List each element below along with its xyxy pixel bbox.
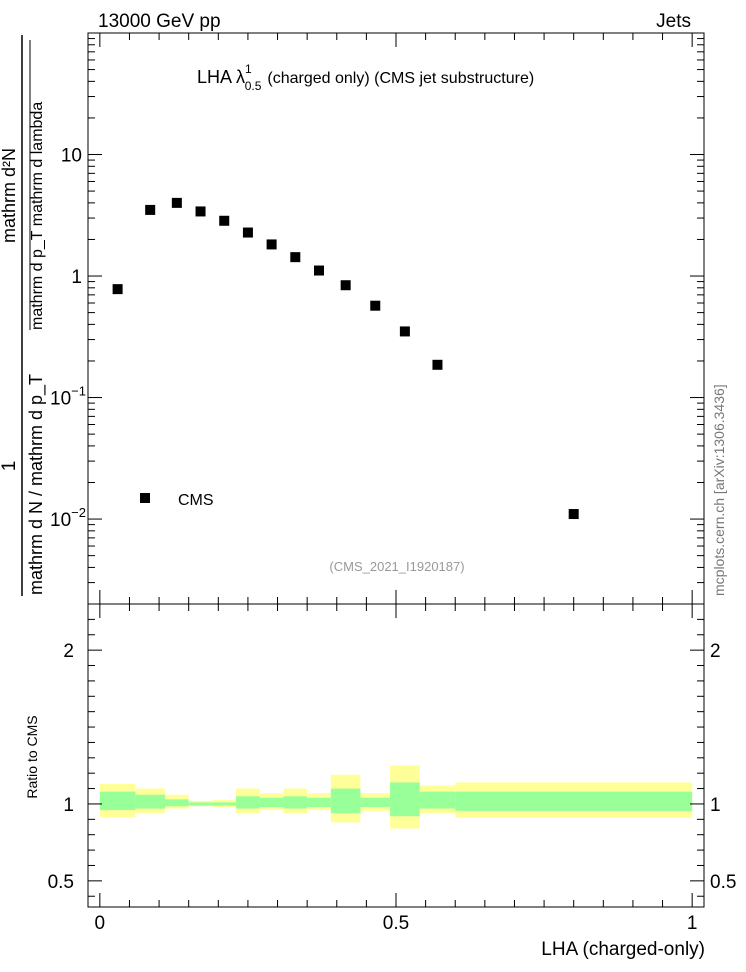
main-x-ticks [99, 33, 693, 604]
ratio-x-axis: 0 0.5 1 [95, 604, 698, 934]
ratio-x-tick-label: 1 [687, 913, 698, 934]
y-label-numerator-denominator: mathrm d p_T mathrm d lambda [29, 102, 46, 330]
tick-label-exponent: −1 [71, 384, 86, 399]
energy-label: 13000 GeV pp [98, 11, 221, 32]
title-subscript: 0.5 [245, 79, 262, 93]
analysis-id: (CMS_2021_I1920187) [329, 559, 464, 574]
uncertainty-band-inner [307, 797, 331, 808]
uncertainty-band-inner [455, 791, 693, 811]
side-credit: mcplots.cern.ch [arXiv:1306.3436] [711, 384, 727, 596]
y-label-fraction-one: 1 [0, 461, 20, 472]
ratio-y-tick-label: 1 [63, 795, 74, 816]
ratio-y-tick-label-right: 0.5 [710, 872, 736, 893]
ratio-panel: 0.5 0.51 12 2 0 0.5 1 Ratio to CMS LHA (charg… [24, 603, 736, 960]
data-point [219, 215, 230, 226]
y-label-denominator-text: mathrm d N / mathrm d p_T [26, 374, 47, 595]
uncertainty-band-inner [259, 797, 284, 808]
data-point [399, 326, 410, 337]
title-suffix: (charged only) (CMS jet substructure) [267, 70, 534, 87]
data-point [432, 359, 443, 370]
data-point [568, 509, 579, 520]
tick-label-exponent: −2 [71, 505, 86, 520]
main-y-tick-label: 10 [61, 146, 82, 167]
ratio-y-tick-label: 0.5 [48, 872, 74, 893]
uncertainty-band-inner [135, 794, 165, 809]
main-y-tick-label: 10−1 [50, 384, 86, 410]
uncertainty-band-inner [212, 802, 237, 806]
ratio-y-tick-label-right: 1 [710, 795, 721, 816]
data-point [242, 227, 253, 238]
main-y-tick-label: 10−2 [50, 505, 86, 531]
ratio-frame [87, 603, 705, 908]
x-axis-label: LHA (charged-only) [541, 939, 705, 960]
y-label-denominator: mathrm d N / mathrm d p_T [26, 374, 47, 595]
uncertainty-band-inner [188, 802, 213, 806]
ratio-x-tick-label: 0 [95, 913, 106, 934]
chart-title: LHA λ1 0.5 (charged only) (CMS jet substru… [197, 62, 534, 93]
uncertainty-band-inner [165, 799, 189, 807]
main-y-tick-label: 1 [71, 267, 82, 288]
data-point [145, 204, 156, 215]
title-superscript: 1 [245, 62, 252, 76]
data-point [370, 300, 381, 311]
ratio-y-tick-label-right: 2 [710, 641, 721, 662]
data-point [340, 280, 351, 291]
tick-label-base: 10 [50, 389, 71, 410]
uncertainty-band-inner [283, 796, 308, 809]
ratio-y-axis: 0.5 0.5 1 1 2 2 [48, 618, 736, 897]
uncertainty-band-inner [390, 782, 420, 817]
main-data-points [112, 197, 579, 520]
legend-marker-cms [140, 493, 150, 503]
main-frame [87, 32, 705, 605]
ratio-y-label: Ratio to CMS [24, 715, 40, 798]
data-point [112, 284, 123, 295]
y-label-numerator: mathrm d²N [0, 148, 19, 243]
ratio-y-tick-label: 2 [63, 641, 74, 662]
ratio-x-tick-label: 0.5 [383, 913, 409, 934]
ratio-bands [99, 765, 693, 829]
data-point [290, 252, 301, 263]
uncertainty-band-inner [330, 788, 361, 814]
uncertainty-band-inner [236, 796, 260, 809]
title-prefix: LHA λ [197, 67, 245, 87]
data-point [195, 206, 206, 217]
main-y-axis-label: 1 mathrm d N / mathrm d p_T mathrm d²N m… [0, 35, 47, 596]
legend-label-cms: CMS [178, 492, 214, 509]
uncertainty-band-inner [419, 791, 456, 809]
uncertainty-band-inner [360, 797, 391, 808]
process-label: Jets [656, 11, 691, 32]
data-point [314, 265, 324, 276]
uncertainty-band-inner [99, 791, 136, 811]
data-point [266, 239, 277, 250]
tick-label-base: 10 [50, 510, 71, 531]
data-point [171, 197, 182, 208]
